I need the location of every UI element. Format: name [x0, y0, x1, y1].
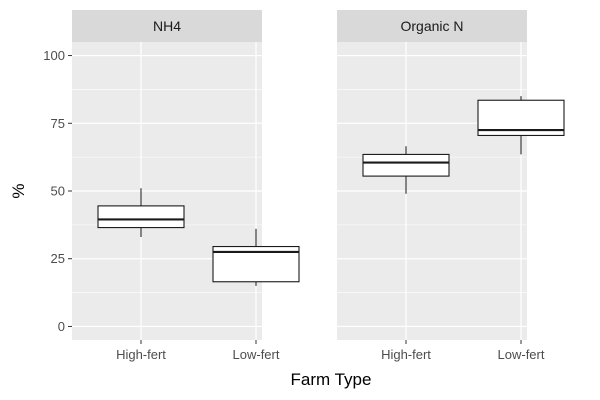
x-tick-label: Low-fert — [233, 347, 280, 362]
y-tick-label: 100 — [43, 48, 65, 63]
facet-panel: NH4 High-fert Low-fert — [72, 10, 300, 362]
box-iqr — [97, 205, 185, 229]
y-tick-label: 75 — [51, 116, 65, 131]
box-high-fert — [97, 188, 185, 238]
box-iqr — [362, 153, 450, 177]
box-low-fert — [477, 96, 565, 155]
y-tick-label: 25 — [51, 251, 65, 266]
facet-panel: Organic N High-fert Low-fert — [337, 10, 565, 362]
y-tick-label: 50 — [51, 184, 65, 199]
x-tick-label: High-fert — [381, 347, 431, 362]
y-axis-title: % — [9, 183, 28, 198]
facet-strip — [337, 10, 527, 42]
facet-strip — [72, 10, 262, 42]
box-high-fert — [362, 146, 450, 194]
x-tick-label: Low-fert — [498, 347, 545, 362]
x-axis-title: Farm Type — [291, 370, 372, 389]
facet-strip-label: Organic N — [400, 18, 463, 34]
facet-strip-label: NH4 — [153, 18, 181, 34]
box-low-fert — [212, 228, 300, 286]
y-tick-label: 0 — [58, 319, 65, 334]
x-tick-label: High-fert — [116, 347, 166, 362]
